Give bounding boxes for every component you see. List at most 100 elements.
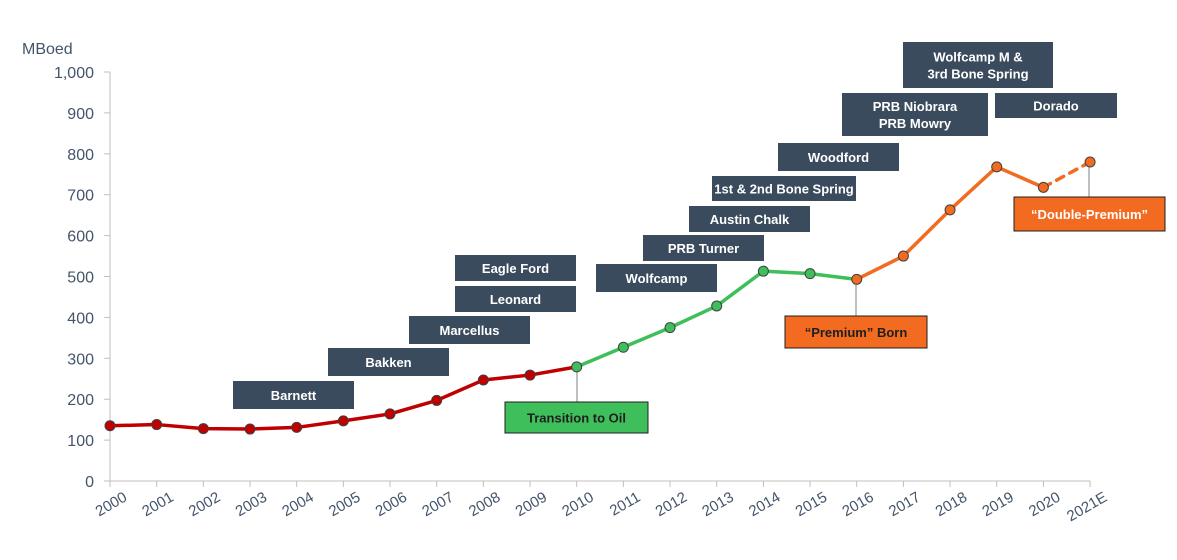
annotation-text: Bakken — [365, 355, 411, 370]
data-point — [804, 268, 816, 280]
x-tick-label: 2019 — [979, 489, 1016, 520]
data-point — [524, 369, 536, 381]
x-tick-label: 2004 — [279, 489, 316, 520]
annotation-box — [328, 348, 449, 376]
annotation-box — [504, 401, 649, 434]
x-tick-label: 2000 — [93, 489, 130, 520]
x-tick-label: 2006 — [373, 489, 410, 520]
x-tick-label: 2002 — [186, 489, 223, 520]
y-tick-label: 200 — [67, 392, 94, 409]
annotation-box — [455, 255, 576, 281]
annotation-13: Transition to Oil — [504, 401, 649, 434]
annotation-text: 3rd Bone Spring — [927, 67, 1028, 82]
annotation-text: PRB Turner — [668, 241, 739, 256]
annotation-text: PRB Mowry — [879, 116, 952, 131]
annotation-box — [784, 315, 928, 349]
data-point — [851, 273, 863, 285]
annotation-2: Marcellus — [409, 316, 530, 344]
x-tick-label: 2013 — [699, 489, 736, 520]
data-point — [897, 250, 909, 262]
annotation-box — [903, 42, 1053, 88]
annotation-box — [778, 143, 899, 171]
data-point — [244, 423, 256, 435]
x-tick-label: 2008 — [466, 489, 503, 520]
y-tick-label: 500 — [67, 270, 94, 287]
data-point — [477, 374, 489, 386]
data-points — [104, 156, 1096, 435]
y-tick-label: 400 — [67, 310, 94, 327]
y-tick-label: 900 — [67, 106, 94, 123]
annotation-text: Transition to Oil — [527, 411, 626, 426]
x-tick-label: 2021E — [1064, 489, 1110, 525]
x-axis: 2000 2001 2002 2003 2004 2005 2006 2007 2008 2009… — [93, 481, 1110, 525]
y-tick-label: 800 — [67, 147, 94, 164]
annotation-4: Eagle Ford — [455, 255, 576, 281]
data-point — [1037, 181, 1049, 193]
x-tick-label: 2003 — [233, 489, 270, 520]
annotation-6: PRB Turner — [643, 235, 764, 261]
data-point — [291, 421, 303, 433]
x-tick-label: 2001 — [139, 489, 176, 520]
annotation-0: Barnett — [233, 381, 354, 409]
annotation-1: Bakken — [328, 348, 449, 376]
annotation-box — [455, 286, 576, 312]
x-tick-label: 2014 — [746, 489, 783, 520]
annotation-text: Woodford — [808, 150, 869, 165]
y-tick-label: 300 — [67, 351, 94, 368]
y-tick-label: 700 — [67, 188, 94, 205]
x-tick-label: 2015 — [793, 489, 830, 520]
data-point — [431, 394, 443, 406]
annotation-box — [689, 206, 810, 232]
data-point — [664, 322, 676, 334]
data-point — [337, 415, 349, 427]
annotation-12: Dorado — [995, 93, 1117, 118]
x-tick-label: 2011 — [607, 489, 643, 520]
x-tick-label: 2017 — [886, 489, 923, 520]
annotation-box — [233, 381, 354, 409]
data-point — [711, 300, 723, 312]
annotation-text: Wolfcamp — [626, 271, 688, 286]
annotation-box — [643, 235, 764, 261]
x-tick-label: 2005 — [326, 489, 363, 520]
annotation-text: Leonard — [490, 292, 541, 307]
y-tick-label: 1,000 — [54, 65, 94, 82]
y-tick-label: 100 — [67, 433, 94, 450]
x-tick-label: 2018 — [933, 489, 970, 520]
annotation-text: Eagle Ford — [482, 261, 549, 276]
annotation-text: Barnett — [271, 388, 317, 403]
annotation-box — [842, 93, 988, 136]
x-tick-label: 2009 — [513, 489, 550, 520]
annotations: Barnett Bakken Marcellus Leonard Eagle Ford W… — [233, 42, 1166, 434]
annotation-8: 1st & 2nd Bone Spring — [712, 176, 856, 201]
y-axis-label: MBoed — [22, 41, 73, 58]
annotation-box — [1013, 196, 1166, 232]
annotation-text: “Premium” Born — [805, 325, 908, 340]
data-point — [104, 420, 116, 432]
data-point — [617, 341, 629, 353]
x-tick-label: 2007 — [419, 489, 456, 520]
annotation-14: “Premium” Born — [784, 315, 928, 349]
x-tick-label: 2012 — [653, 489, 690, 520]
annotation-7: Austin Chalk — [689, 206, 810, 232]
annotation-5: Wolfcamp — [596, 264, 717, 292]
data-point — [571, 361, 583, 373]
y-tick-label: 0 — [85, 474, 94, 491]
x-tick-label: 2020 — [1026, 489, 1063, 520]
annotation-box — [409, 316, 530, 344]
series-line-3 — [1041, 160, 1092, 190]
callout-lines — [576, 167, 1090, 403]
annotation-11: Wolfcamp M & 3rd Bone Spring — [903, 42, 1053, 88]
annotation-box — [596, 264, 717, 292]
annotation-15: “Double-Premium” — [1013, 196, 1166, 232]
data-point — [151, 419, 163, 431]
annotation-text: Wolfcamp M & — [933, 50, 1022, 65]
annotation-text: PRB Niobrara — [873, 99, 958, 114]
x-tick-label: 2016 — [839, 489, 876, 520]
annotation-text: Dorado — [1033, 99, 1079, 114]
y-axis: 0 100 200 300 400 500 600 700 800 900 1,000 — [54, 65, 110, 491]
data-point — [757, 265, 769, 277]
annotation-text: Austin Chalk — [710, 212, 790, 227]
annotation-text: “Double-Premium” — [1031, 207, 1148, 222]
data-point — [384, 408, 396, 420]
